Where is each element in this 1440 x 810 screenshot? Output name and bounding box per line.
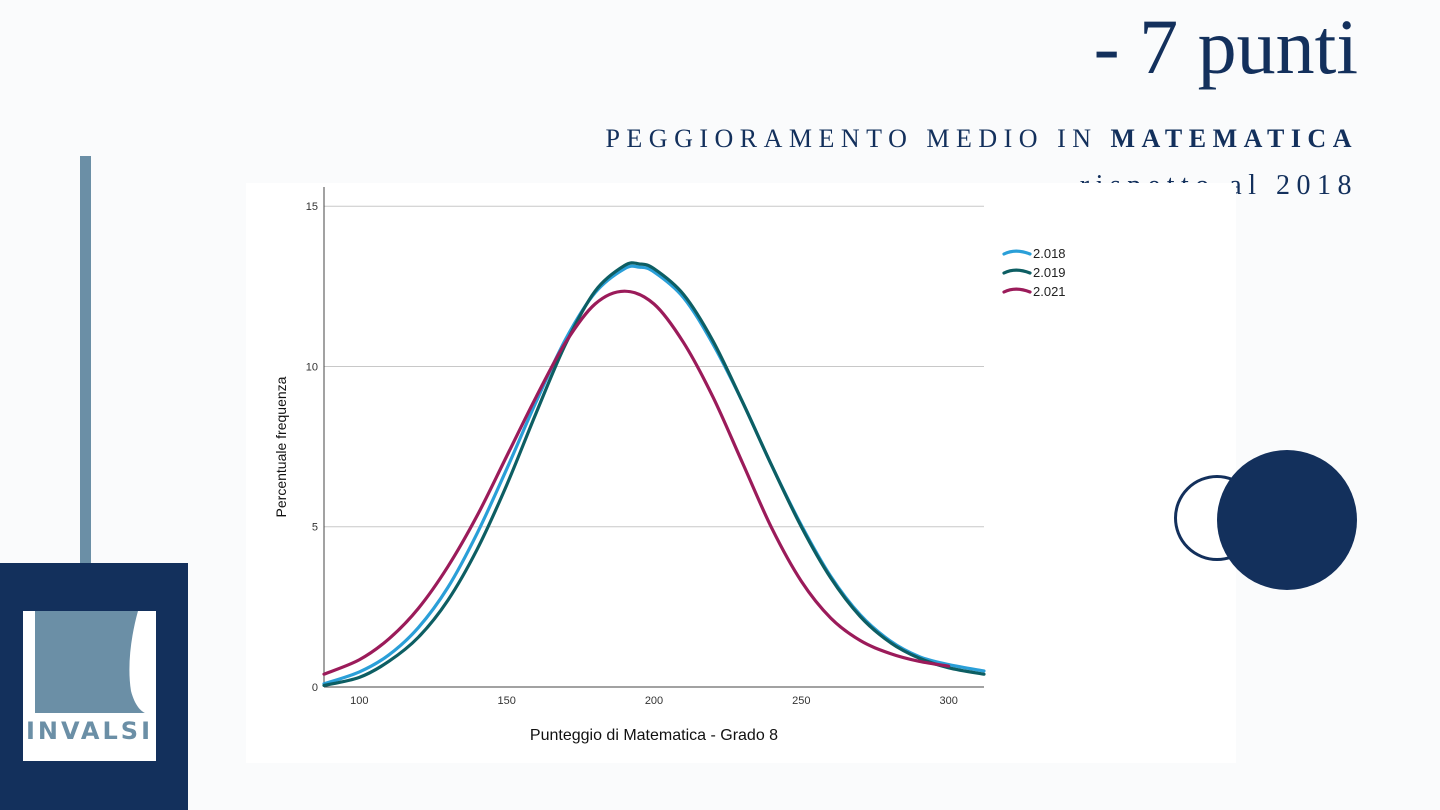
x-tick-label-150: 150 (497, 695, 515, 707)
y-tick-label-10: 10 (306, 361, 318, 373)
subtitle-bold: MATEMATICA (1110, 124, 1358, 153)
subtitle: PEGGIORAMENTO MEDIO IN MATEMATICA (605, 124, 1358, 154)
series-line-2.019 (322, 261, 986, 687)
headline: - 7 punti (1093, 3, 1358, 90)
decorative-vertical-bar (80, 156, 91, 626)
chart: 0 5 10 15 100 150 200 250 300 Punteggio di Matema… (273, 187, 1066, 744)
x-axis-label: Punteggio di Matematica - Grado 8 (530, 727, 778, 744)
x-tick-label-250: 250 (792, 695, 810, 707)
decorative-circle-filled (1217, 450, 1357, 590)
x-tick-label-200: 200 (645, 695, 663, 707)
subtitle-prefix: PEGGIORAMENTO MEDIO IN (605, 124, 1111, 153)
y-tick-label-0: 0 (312, 682, 318, 694)
legend-label-2.021: 2.021 (1033, 284, 1066, 299)
legend-label-2.019: 2.019 (1033, 265, 1066, 280)
legend-swatch-2.018 (1002, 249, 1032, 256)
chart-panel (246, 183, 1236, 763)
legend-label-2.018: 2.018 (1033, 246, 1066, 261)
logo-flag-icon (35, 611, 145, 713)
series-line-2.021 (322, 289, 951, 676)
x-tick-label-100: 100 (350, 695, 368, 707)
legend-swatch-2.019 (1002, 268, 1032, 275)
logo-text: INVALSI (25, 717, 154, 745)
invalsi-logo: INVALSI (23, 611, 156, 761)
y-axis-label: Percentuale frequenza (273, 376, 289, 517)
series-line-2.018 (322, 264, 986, 686)
y-tick-label-5: 5 (312, 522, 318, 534)
x-tick-label-300: 300 (939, 695, 957, 707)
y-tick-label-15: 15 (306, 201, 318, 213)
legend-swatch-2.021 (1002, 287, 1032, 294)
